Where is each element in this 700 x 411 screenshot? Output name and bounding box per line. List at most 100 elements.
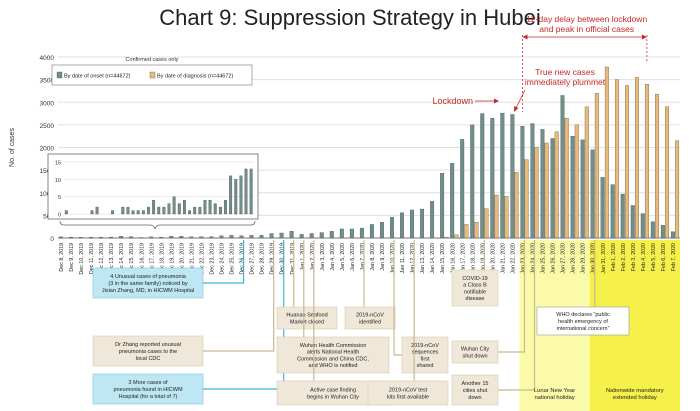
x-tick-label: Feb 1, 2020	[611, 243, 617, 271]
inset-bar	[203, 199, 207, 215]
bar-diagnosis	[484, 208, 489, 239]
bar-onset	[440, 173, 445, 239]
bar-onset	[129, 236, 134, 239]
x-tick-label: Dec 23, 2019	[210, 243, 216, 275]
bar-onset	[379, 222, 384, 239]
bar-onset	[58, 236, 63, 239]
event-connector	[498, 240, 526, 353]
inset-bar	[95, 206, 99, 215]
inset-bar	[131, 210, 135, 215]
inset-bar	[213, 203, 217, 215]
inset-bar	[244, 168, 248, 215]
bar-onset	[520, 126, 525, 239]
inset-bar	[172, 196, 176, 215]
bar-onset	[660, 225, 665, 239]
y-tick-label: 2000	[40, 146, 55, 153]
event-text: Wuhan City shut down	[461, 347, 490, 360]
event-connector	[393, 240, 402, 356]
x-tick-label: Dec 24, 2019	[220, 243, 226, 275]
inset-bar	[64, 210, 68, 215]
x-tick-label: Jan 15, 2020	[440, 243, 446, 274]
bar-diagnosis	[504, 196, 509, 239]
event-text: 2019-nCoV identified	[356, 313, 384, 326]
x-tick-label: Jan 22, 2020	[510, 243, 516, 274]
x-tick-label: Dec 10, 2019	[79, 243, 85, 275]
bar-onset	[670, 231, 675, 239]
bar-diagnosis	[594, 93, 599, 239]
x-tick-label: Jan 19, 2020	[480, 243, 486, 274]
bar-onset	[219, 235, 224, 239]
x-tick-label: Dec 15, 2019	[129, 243, 135, 275]
x-tick-label: Dec 21, 2019	[189, 243, 195, 275]
x-tick-label: Jan 8, 2020	[370, 243, 376, 271]
bar-onset	[249, 235, 254, 239]
bar-diagnosis	[675, 140, 680, 239]
inset-bar	[182, 199, 186, 215]
bar-onset	[540, 129, 545, 239]
legend-swatch-onset	[56, 71, 63, 79]
bar-onset	[309, 233, 314, 239]
x-tick-label: Jan 16, 2020	[450, 243, 456, 274]
bar-onset	[580, 139, 585, 239]
plummet-arrow-line	[515, 89, 526, 109]
event-box	[92, 267, 204, 299]
inset-bar	[162, 206, 166, 215]
bar-diagnosis	[584, 106, 589, 239]
x-tick-label: Jan 26, 2020	[551, 243, 557, 274]
bar-onset	[99, 236, 103, 239]
x-tick-label: Dec 14, 2019	[119, 243, 125, 275]
x-tick-label: Dec 26, 2019	[240, 243, 246, 275]
bar-onset	[68, 236, 73, 239]
inset-brace	[59, 220, 256, 230]
bar-onset	[79, 237, 83, 239]
bar-onset	[600, 177, 605, 239]
y-tick-label: 1500	[40, 168, 55, 175]
bar-diagnosis	[464, 224, 469, 239]
bar-onset	[420, 208, 425, 239]
event-box	[344, 306, 396, 330]
bar-onset	[410, 209, 414, 239]
inset-bar	[147, 206, 150, 215]
holiday-label: Lunar New Year national holiday	[534, 388, 575, 401]
x-tick-label: Jan 6, 2020	[350, 243, 356, 271]
x-tick-label: Jan 25, 2020	[541, 243, 547, 274]
x-tick-label: Jan 29, 2020	[581, 243, 587, 274]
y-tick-label: 3500	[40, 78, 55, 85]
inset-bar	[249, 168, 253, 215]
inset-bar	[208, 199, 212, 215]
x-tick-label: Jan 20, 2020	[490, 243, 496, 274]
inset-bar	[152, 199, 156, 215]
x-tick-label: Feb 3, 2020	[631, 243, 637, 271]
event-text: Wuhan Health Commission alerts National H…	[297, 343, 369, 369]
x-tick-label: Dec 12, 2019	[99, 243, 105, 275]
x-tick-label: Dec 22, 2019	[199, 243, 205, 275]
legend: Confirmed cases only By date of onset (n=…	[51, 57, 253, 86]
bar-onset	[430, 201, 435, 239]
bar-onset	[179, 236, 184, 239]
inset-bar	[121, 206, 125, 215]
bar-onset	[229, 235, 234, 239]
x-tick-label: Jan 24, 2020	[531, 243, 537, 274]
y-axis-label: No. of cases	[9, 128, 16, 167]
x-tick-label: Dec 16, 2019	[139, 243, 145, 275]
bar-onset	[329, 231, 334, 239]
bar-diagnosis	[494, 194, 499, 239]
plummet-annotation: True new cases immediately plummet	[525, 67, 606, 87]
x-tick-label: Feb 6, 2020	[661, 243, 667, 271]
bar-diagnosis	[564, 117, 569, 239]
inset-bar	[198, 206, 202, 215]
event-box	[92, 335, 204, 367]
x-tick-label: Dec 20, 2019	[179, 243, 185, 275]
event-text: Active case finding begins in Wuhan City	[307, 388, 359, 401]
bar-diagnosis	[554, 131, 559, 239]
x-tick-label: Jan 3, 2020	[320, 243, 326, 271]
bar-diagnosis	[635, 77, 639, 239]
bar-onset	[570, 136, 575, 239]
event-text: Another 15 cities shut down	[462, 381, 489, 401]
bar-onset	[239, 235, 244, 239]
event-connector	[203, 240, 245, 284]
x-tick-label: Dec 28, 2019	[260, 243, 266, 275]
bar-onset	[189, 236, 194, 239]
bar-onset	[470, 124, 475, 239]
